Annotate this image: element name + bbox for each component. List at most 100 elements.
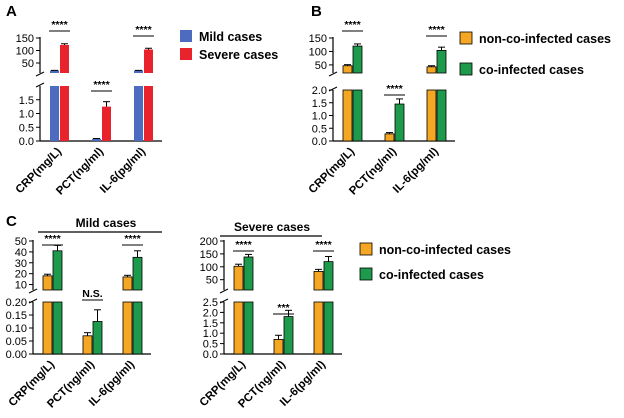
- panel-c1-bar: [122, 276, 133, 291]
- panel-b-y-tick-label-lower: 0.5: [312, 123, 327, 135]
- panel-c1-y-tick-label-upper: 30: [15, 258, 27, 270]
- legend-b: non-co-infected cases co-infected cases: [459, 31, 611, 77]
- panel-letter-c: C: [6, 213, 17, 230]
- panel-a-y-tick-label-lower: 0.5: [19, 122, 34, 134]
- panel-c2-y-tick-label-upper: 200: [200, 236, 218, 248]
- panel-b-bar-lower-segment: [342, 89, 353, 142]
- panel-b-bar: [394, 103, 405, 142]
- legend-b-label-non-co: non-co-infected cases: [479, 32, 611, 46]
- panel-c2-axis-break-mark: [219, 288, 229, 294]
- legend-a: Mild cases Severe cases: [180, 30, 278, 62]
- panel-c2-significance-label: ****: [235, 239, 252, 251]
- legend-a-label-severe: Severe cases: [199, 48, 278, 62]
- panel-c2-y-tick-label-lower: 1.0: [203, 328, 218, 340]
- panel-c1-bar-lower-segment: [122, 301, 133, 355]
- panel-a-bar: [92, 138, 101, 141]
- panel-c1-significance-label: ****: [44, 233, 61, 245]
- panel-c2-y-tick-label-lower: 1.5: [203, 318, 218, 330]
- panel-b-bar: [426, 66, 437, 74]
- panel-a-bar: [50, 70, 59, 73]
- panel-b-bar: [384, 133, 395, 142]
- chart-c2: 501001502000.00.51.01.52.02.5****CRP(mg/…: [198, 236, 342, 410]
- panel-c1-bar: [92, 321, 103, 355]
- panel-b-significance-label: ****: [344, 19, 361, 31]
- panel-b-y-tick-label-lower: 0.0: [312, 136, 327, 148]
- legend-c-label-co: co-infected cases: [379, 268, 484, 282]
- panel-c2-y-tick-label-upper: 50: [206, 275, 218, 287]
- panel-c2-bar: [243, 256, 254, 291]
- panel-b-bar-lower-segment: [426, 89, 437, 142]
- panel-a-axis-break-mark: [35, 82, 45, 88]
- panel-b-y-tick-label-lower: 1.5: [312, 98, 327, 110]
- panel-c2-bar: [233, 265, 244, 291]
- legend-b-swatch-co: [459, 62, 473, 76]
- panel-a-bar: [60, 45, 69, 73]
- panel-c2-title: Severe cases: [234, 220, 310, 234]
- panel-b-category-label: IL-6(pg/ml): [391, 146, 441, 196]
- panel-c1-y-tick-label-upper: 10: [15, 280, 27, 292]
- panel-c2-bar-lower-segment: [243, 301, 254, 355]
- panel-a-bar: [102, 106, 111, 141]
- legend-b-label-co: co-infected cases: [479, 63, 584, 77]
- panel-c2-bar: [283, 316, 294, 355]
- panel-a-bar: [134, 70, 143, 73]
- panel-c1-y-tick-label-lower: 0.10: [6, 323, 27, 335]
- panel-c1-y-tick-label-lower: 0.20: [6, 297, 27, 309]
- panel-c1-y-tick-label-lower: 0.15: [6, 310, 27, 322]
- panel-a-bar: [144, 49, 153, 73]
- panel-c1-y-tick-label-upper: 20: [15, 269, 27, 281]
- panel-b-significance-label: ****: [428, 24, 445, 36]
- panel-c1-significance-label: ****: [124, 233, 141, 245]
- panel-c1-bar: [42, 275, 53, 291]
- panel-c2-significance-label: ***: [277, 302, 290, 314]
- chart-c1: 10203040500.000.050.100.150.20****CRP(mg…: [6, 233, 151, 410]
- panel-b-bar: [342, 65, 353, 74]
- panel-a-y-tick-label-upper: 50: [22, 58, 34, 70]
- legend-c-label-non-co: non-co-infected cases: [379, 243, 511, 257]
- panel-a-significance-label: ****: [51, 19, 68, 31]
- panel-c1-bar: [82, 335, 93, 355]
- legend-b-swatch-non-co: [459, 31, 473, 45]
- panel-b-bar: [352, 45, 363, 74]
- panel-c1-axis-break-mark: [28, 288, 38, 294]
- panel-a-bar-lower-segment: [144, 86, 153, 141]
- panel-c1-y-tick-label-lower: 0.05: [6, 336, 27, 348]
- panel-b-y-tick-label-lower: 1.0: [312, 111, 327, 123]
- panel-b-bar: [436, 49, 447, 74]
- panel-c2-bar: [313, 271, 324, 291]
- panel-c2-y-tick-label-upper: 150: [200, 249, 218, 261]
- panel-a-bar-lower-segment: [60, 86, 69, 141]
- panel-c2-y-tick-label-lower: 2.0: [203, 307, 218, 319]
- panel-c2-bar-lower-segment: [233, 301, 244, 355]
- panel-a-y-tick-label-lower: 1.5: [19, 95, 34, 107]
- panel-c2-y-tick-label-lower: 0.0: [203, 349, 218, 361]
- panel-b-axis-break-mark: [328, 71, 338, 77]
- panel-c1-bar-lower-segment: [52, 301, 63, 355]
- panel-c1-bar-lower-segment: [132, 301, 143, 355]
- panel-c1-bar: [132, 256, 143, 291]
- panel-c2-bar: [273, 339, 284, 355]
- panel-a-y-tick-label-upper: 150: [16, 33, 34, 45]
- panel-a-y-tick-label-upper: 100: [16, 46, 34, 58]
- panel-letter-b: B: [311, 3, 322, 20]
- panel-a-bar-lower-segment: [50, 86, 59, 141]
- panel-c1-y-tick-label-upper: 40: [15, 247, 27, 259]
- legend-c: non-co-infected cases co-infected cases: [359, 242, 511, 282]
- panel-c2-significance-label: ****: [315, 239, 332, 251]
- panel-c1-y-tick-label-upper: 50: [15, 236, 27, 248]
- panel-c2-y-tick-label-upper: 100: [200, 262, 218, 274]
- chart-a: 501001500.00.51.01.5****CRP(mg/L)****PCT…: [14, 19, 162, 197]
- legend-c-swatch-non-co: [359, 242, 373, 256]
- panel-a-axis-break-mark: [35, 71, 45, 77]
- panel-c2-bar-lower-segment: [323, 301, 334, 355]
- panel-b-bar-lower-segment: [436, 89, 447, 142]
- panel-c2-y-tick-label-lower: 2.5: [203, 297, 218, 309]
- panel-a-bar-lower-segment: [134, 86, 143, 141]
- panel-c2-bar-lower-segment: [313, 301, 324, 355]
- panel-a-y-tick-label-lower: 0.0: [19, 136, 34, 148]
- panel-a-significance-label: ****: [135, 24, 152, 36]
- legend-c-swatch-co: [359, 267, 373, 281]
- legend-a-label-mild: Mild cases: [199, 30, 262, 44]
- panel-b-y-tick-label-upper: 50: [315, 60, 327, 72]
